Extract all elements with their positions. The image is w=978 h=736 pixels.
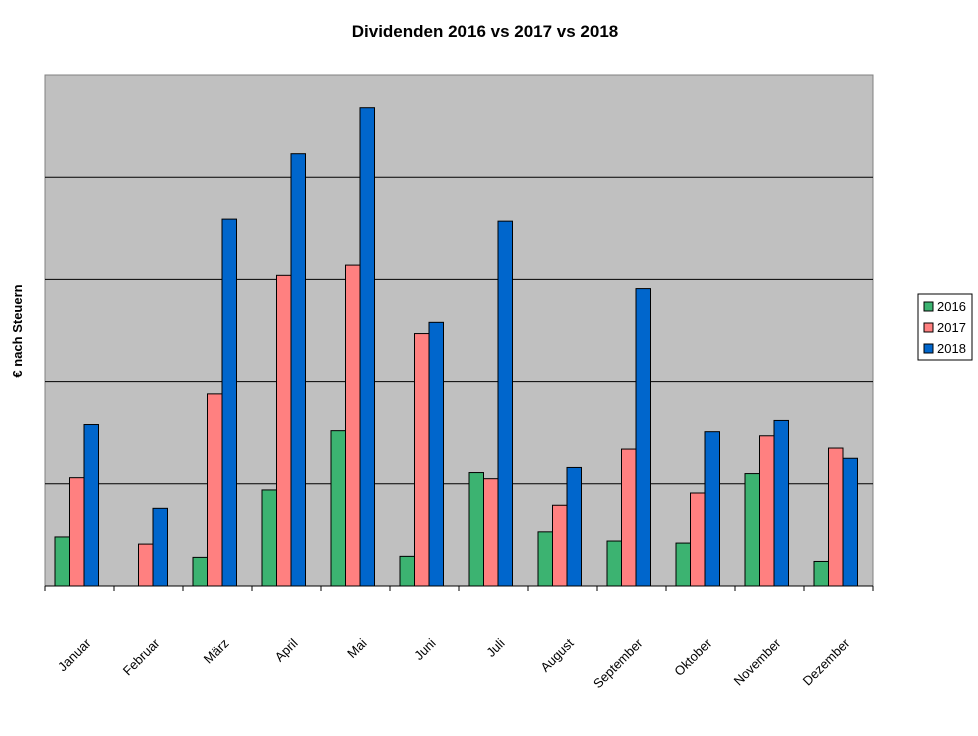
- bar-2016-Juni: [399, 555, 415, 587]
- bar-2016-November: [744, 473, 760, 587]
- x-tick-label: Juli: [483, 635, 507, 659]
- bar-2016-Juli: [468, 472, 484, 587]
- bar-2018-September: [635, 288, 651, 587]
- plot-area: [44, 74, 874, 587]
- x-axis: [44, 585, 874, 591]
- bar-2017-Juli: [483, 478, 499, 587]
- chart-title: Dividenden 2016 vs 2017 vs 2018: [352, 22, 619, 41]
- legend-swatch-2016: [923, 301, 934, 312]
- x-tick-label: Mai: [344, 635, 369, 660]
- legend-label-2017: 2017: [937, 320, 966, 335]
- bar-2017-März: [207, 393, 223, 587]
- bar-2017-Mai: [345, 264, 361, 587]
- bar-2016-Oktober: [675, 542, 691, 587]
- bars: [54, 107, 858, 587]
- x-tick-label: Oktober: [671, 635, 715, 679]
- bar-2016-April: [261, 489, 277, 587]
- bar-2017-Februar: [138, 543, 154, 587]
- bar-2017-September: [621, 448, 637, 587]
- bar-2018-Mai: [359, 107, 375, 587]
- bar-2018-Februar: [152, 507, 168, 587]
- bar-2017-Juni: [414, 333, 430, 587]
- gridlines: [45, 176, 873, 485]
- x-tick-label: März: [201, 636, 232, 667]
- bar-2018-Oktober: [704, 431, 720, 587]
- bar-2018-Dezember: [842, 457, 858, 587]
- x-tick-label: November: [731, 635, 784, 688]
- bar-2017-Dezember: [828, 447, 844, 587]
- bar-2016-März: [192, 556, 208, 587]
- x-tick-label: Februar: [120, 635, 163, 678]
- x-tick-labels: Januar Februar März April Mai Juni Juli August S…: [55, 635, 853, 691]
- x-tick-label: August: [537, 635, 576, 674]
- x-tick-label: September: [590, 635, 646, 691]
- legend: 2016 2017 2018: [917, 293, 973, 361]
- x-tick-label: April: [272, 635, 301, 664]
- bar-2018-November: [773, 419, 789, 587]
- legend-swatch-2018: [923, 343, 934, 354]
- bar-2017-November: [759, 435, 775, 587]
- bar-2018-März: [221, 218, 237, 587]
- legend-swatch-2017: [923, 322, 934, 333]
- x-tick-label: Juni: [411, 635, 439, 663]
- bar-2016-August: [537, 531, 553, 587]
- bar-2016-September: [606, 540, 622, 587]
- bar-2018-Juli: [497, 220, 513, 587]
- bar-2016-Dezember: [813, 560, 829, 587]
- bar-2018-Juni: [428, 321, 444, 587]
- x-tick-label: Januar: [55, 635, 94, 674]
- x-tick-label: Dezember: [800, 635, 853, 688]
- bar-2017-August: [552, 504, 568, 587]
- bar-2016-Januar: [54, 536, 70, 587]
- bar-2017-Januar: [69, 477, 85, 587]
- legend-label-2018: 2018: [937, 341, 966, 356]
- bar-2017-April: [276, 274, 292, 587]
- bar-2017-Oktober: [690, 492, 706, 587]
- bar-2018-April: [290, 153, 306, 587]
- bar-2018-August: [566, 466, 582, 587]
- legend-label-2016: 2016: [937, 299, 966, 314]
- y-axis-label: € nach Steuern: [10, 284, 25, 377]
- bar-2016-Mai: [330, 430, 346, 587]
- bar-2018-Januar: [83, 424, 99, 587]
